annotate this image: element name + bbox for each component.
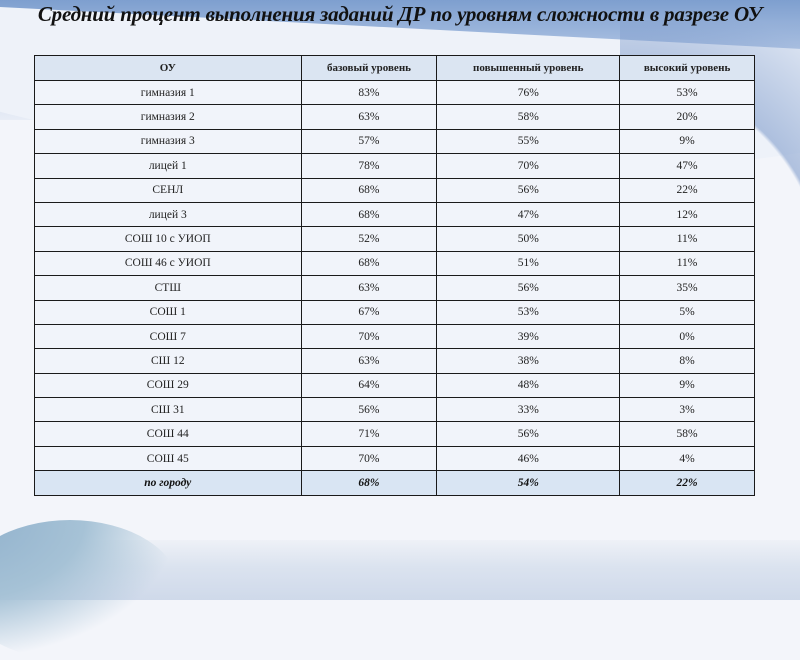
table-row: СОШ 46 с УИОП 68% 51% 11% <box>34 250 755 277</box>
basic-level-value: 70% <box>300 445 438 472</box>
school-name: СШ 12 <box>34 348 302 374</box>
school-name: гимназия 3 <box>34 128 302 155</box>
advanced-level-value: 56% <box>436 275 621 301</box>
advanced-level-value: 56% <box>436 421 621 447</box>
school-name: лицей 3 <box>34 201 302 228</box>
table-total-row: по городу 68% 54% 22% <box>34 470 755 496</box>
school-name: СОШ 45 <box>34 445 302 472</box>
basic-level-value: 68% <box>300 201 438 228</box>
advanced-level-value: 53% <box>436 299 621 325</box>
total-label: по городу <box>34 470 302 496</box>
header-advanced-level: повышенный уровень <box>436 55 621 81</box>
table-row: СШ 31 56% 33% 3% <box>34 397 755 423</box>
table-row: гимназия 2 63% 58% 20% <box>34 104 755 130</box>
high-level-value: 58% <box>619 421 755 447</box>
advanced-level-value: 48% <box>436 372 621 399</box>
school-name: гимназия 1 <box>34 79 302 106</box>
advanced-level-value: 76% <box>436 79 621 106</box>
school-name: лицей 1 <box>34 153 302 179</box>
table-row: СЕНЛ 68% 56% 22% <box>34 177 755 203</box>
basic-level-value: 67% <box>300 299 438 325</box>
school-name: СОШ 10 с УИОП <box>34 226 302 252</box>
table-row: СТШ 63% 56% 35% <box>34 275 755 301</box>
high-level-value: 11% <box>619 226 755 252</box>
advanced-level-value: 51% <box>436 250 621 277</box>
basic-level-value: 63% <box>300 104 438 130</box>
advanced-level-value: 39% <box>436 323 621 350</box>
school-name: СТШ <box>34 275 302 301</box>
basic-level-value: 57% <box>300 128 438 155</box>
basic-level-value: 70% <box>300 323 438 350</box>
advanced-level-value: 56% <box>436 177 621 203</box>
table-row: СОШ 29 64% 48% 9% <box>34 372 755 399</box>
header-high-level: высокий уровень <box>619 55 755 81</box>
high-level-value: 9% <box>619 128 755 155</box>
header-basic-level: базовый уровень <box>300 55 438 81</box>
basic-level-value: 63% <box>300 348 438 374</box>
high-level-value: 3% <box>619 397 755 423</box>
school-name: СОШ 29 <box>34 372 302 399</box>
advanced-level-value: 55% <box>436 128 621 155</box>
high-level-value: 20% <box>619 104 755 130</box>
total-high-level-value: 22% <box>619 470 755 496</box>
school-name: гимназия 2 <box>34 104 302 130</box>
table-row: СШ 12 63% 38% 8% <box>34 348 755 374</box>
table-row: гимназия 1 83% 76% 53% <box>34 79 755 106</box>
basic-level-value: 68% <box>300 250 438 277</box>
high-level-value: 4% <box>619 445 755 472</box>
high-level-value: 12% <box>619 201 755 228</box>
high-level-value: 47% <box>619 153 755 179</box>
school-name: СЕНЛ <box>34 177 302 203</box>
basic-level-value: 78% <box>300 153 438 179</box>
results-table: ОУ базовый уровень повышенный уровень вы… <box>34 55 755 496</box>
school-name: СОШ 7 <box>34 323 302 350</box>
advanced-level-value: 46% <box>436 445 621 472</box>
high-level-value: 9% <box>619 372 755 399</box>
high-level-value: 53% <box>619 79 755 106</box>
table-row: СОШ 44 71% 56% 58% <box>34 421 755 447</box>
total-advanced-level-value: 54% <box>436 470 621 496</box>
advanced-level-value: 47% <box>436 201 621 228</box>
high-level-value: 11% <box>619 250 755 277</box>
basic-level-value: 64% <box>300 372 438 399</box>
advanced-level-value: 58% <box>436 104 621 130</box>
high-level-value: 35% <box>619 275 755 301</box>
school-name: СОШ 44 <box>34 421 302 447</box>
basic-level-value: 68% <box>300 177 438 203</box>
school-name: СОШ 1 <box>34 299 302 325</box>
basic-level-value: 56% <box>300 397 438 423</box>
slide-title: Средний процент выполнения заданий ДР по… <box>37 2 763 26</box>
advanced-level-value: 33% <box>436 397 621 423</box>
basic-level-value: 83% <box>300 79 438 106</box>
table-row: СОШ 7 70% 39% 0% <box>34 323 755 350</box>
table-row: СОШ 10 с УИОП 52% 50% 11% <box>34 226 755 252</box>
total-basic-level-value: 68% <box>300 470 438 496</box>
high-level-value: 8% <box>619 348 755 374</box>
table-row: гимназия 3 57% 55% 9% <box>34 128 755 155</box>
table-row: лицей 3 68% 47% 12% <box>34 201 755 228</box>
table-row: лицей 1 78% 70% 47% <box>34 153 755 179</box>
table-row: СОШ 45 70% 46% 4% <box>34 445 755 472</box>
school-name: СШ 31 <box>34 397 302 423</box>
table-row: СОШ 1 67% 53% 5% <box>34 299 755 325</box>
advanced-level-value: 70% <box>436 153 621 179</box>
basic-level-value: 71% <box>300 421 438 447</box>
basic-level-value: 52% <box>300 226 438 252</box>
table-header-row: ОУ базовый уровень повышенный уровень вы… <box>34 55 755 81</box>
high-level-value: 22% <box>619 177 755 203</box>
advanced-level-value: 50% <box>436 226 621 252</box>
basic-level-value: 63% <box>300 275 438 301</box>
advanced-level-value: 38% <box>436 348 621 374</box>
school-name: СОШ 46 с УИОП <box>34 250 302 277</box>
high-level-value: 5% <box>619 299 755 325</box>
header-school: ОУ <box>34 55 302 81</box>
high-level-value: 0% <box>619 323 755 350</box>
